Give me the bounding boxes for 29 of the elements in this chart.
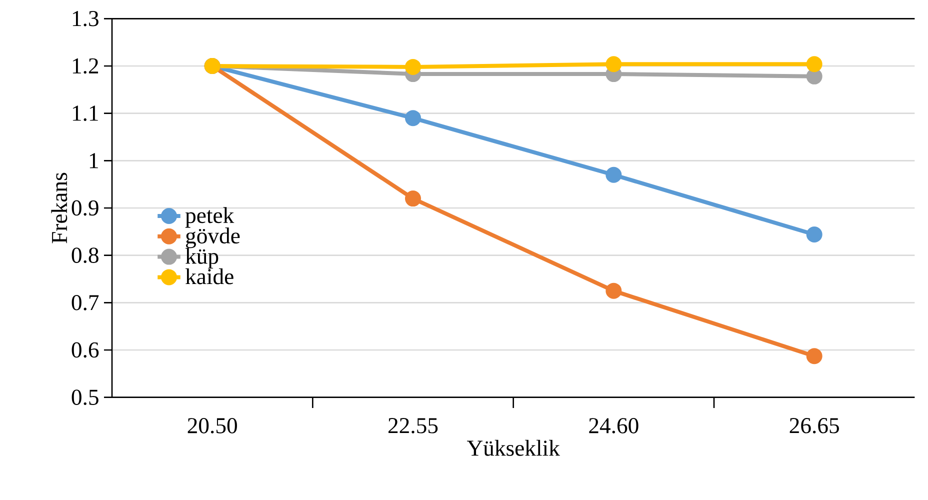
legend-label: kaide — [185, 268, 234, 284]
legend-label: gövde — [186, 228, 240, 248]
point — [806, 68, 822, 84]
point — [405, 110, 422, 126]
x-tick-label: 26.65 — [790, 418, 839, 434]
point — [606, 56, 622, 72]
point — [806, 226, 822, 243]
x-tick-label: 22.55 — [388, 418, 438, 434]
y-tick-label: 1 — [90, 153, 98, 168]
y-axis-title: Frekans — [51, 172, 68, 244]
y-tick-label: 0.9 — [72, 200, 98, 216]
point — [806, 348, 822, 364]
y-tick-label: 0.7 — [72, 294, 99, 310]
point — [606, 166, 622, 183]
y-tick-label: 0.8 — [72, 248, 98, 264]
legend-label: petek — [185, 207, 234, 228]
point — [405, 190, 422, 207]
legend-label: küp — [185, 248, 218, 268]
point — [606, 282, 622, 299]
y-tick-label: 1.2 — [72, 58, 98, 74]
point — [806, 56, 822, 72]
y-tick-label: 1.3 — [72, 10, 98, 26]
x-tick-label: 20.50 — [188, 418, 237, 434]
y-tick-label: 0.5 — [72, 390, 98, 406]
y-tick-label: 0.6 — [72, 342, 99, 358]
x-axis-title: Yükseklik — [466, 440, 560, 456]
y-tick-label: 1.1 — [72, 106, 98, 121]
x-tick-label: 24.60 — [589, 418, 638, 434]
point — [405, 58, 422, 75]
